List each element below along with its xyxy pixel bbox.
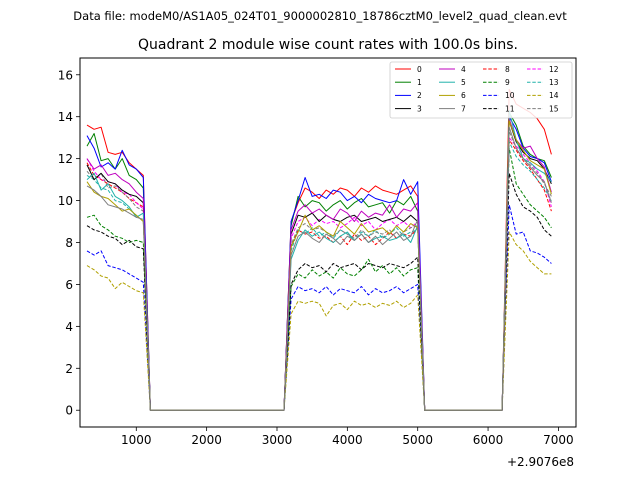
x-tick-label: 1000 <box>121 433 152 447</box>
y-tick-label: 4 <box>65 320 73 334</box>
series-layer <box>86 88 552 411</box>
legend-label: 14 <box>549 91 559 100</box>
legend-label: 6 <box>461 91 466 100</box>
plot-area <box>80 58 576 427</box>
legend-label: 10 <box>505 91 515 100</box>
chart-title: Quadrant 2 module wise count rates with … <box>138 37 518 53</box>
legend-label: 13 <box>549 78 559 87</box>
legend-label: 0 <box>417 65 422 74</box>
legend-label: 15 <box>549 104 559 113</box>
series-line-12 <box>86 137 552 411</box>
legend-frame <box>389 61 573 119</box>
legend-label: 1 <box>417 78 422 87</box>
x-tick-label: 5000 <box>402 433 433 447</box>
series-line-11 <box>86 172 552 411</box>
y-tick-label: 16 <box>58 68 73 82</box>
series-line-14 <box>86 231 552 411</box>
x-tick-label: 6000 <box>473 433 504 447</box>
legend-label: 7 <box>461 104 466 113</box>
legend-label: 8 <box>505 65 510 74</box>
y-tick-label: 14 <box>58 110 73 124</box>
x-tick-label: 7000 <box>543 433 574 447</box>
series-line-7 <box>86 126 552 411</box>
legend-label: 9 <box>505 78 510 87</box>
x-tick-label: 3000 <box>262 433 293 447</box>
y-tick-label: 8 <box>65 236 73 250</box>
x-tick-label: 4000 <box>332 433 363 447</box>
legend-label: 12 <box>549 65 559 74</box>
x-tick-label: 2000 <box>191 433 222 447</box>
y-tick-label: 0 <box>65 404 73 418</box>
legend-label: 11 <box>505 104 515 113</box>
series-line-10 <box>86 204 552 411</box>
legend-label: 4 <box>461 65 466 74</box>
x-offset-text: +2.9076e8 <box>507 455 574 469</box>
chart-suptitle: Data file: modeM0/AS1A05_024T01_90000028… <box>73 9 567 23</box>
y-tick-label: 10 <box>58 194 73 208</box>
legend-label: 2 <box>417 91 422 100</box>
y-tick-label: 2 <box>65 362 73 376</box>
legend-label: 5 <box>461 78 466 87</box>
y-tick-label: 6 <box>65 278 73 292</box>
axes-layer: 1000 2000 3000 4000 5000 6000 7000024681012141… <box>58 68 574 447</box>
legend-label: 3 <box>417 104 422 113</box>
y-tick-label: 12 <box>58 152 73 166</box>
